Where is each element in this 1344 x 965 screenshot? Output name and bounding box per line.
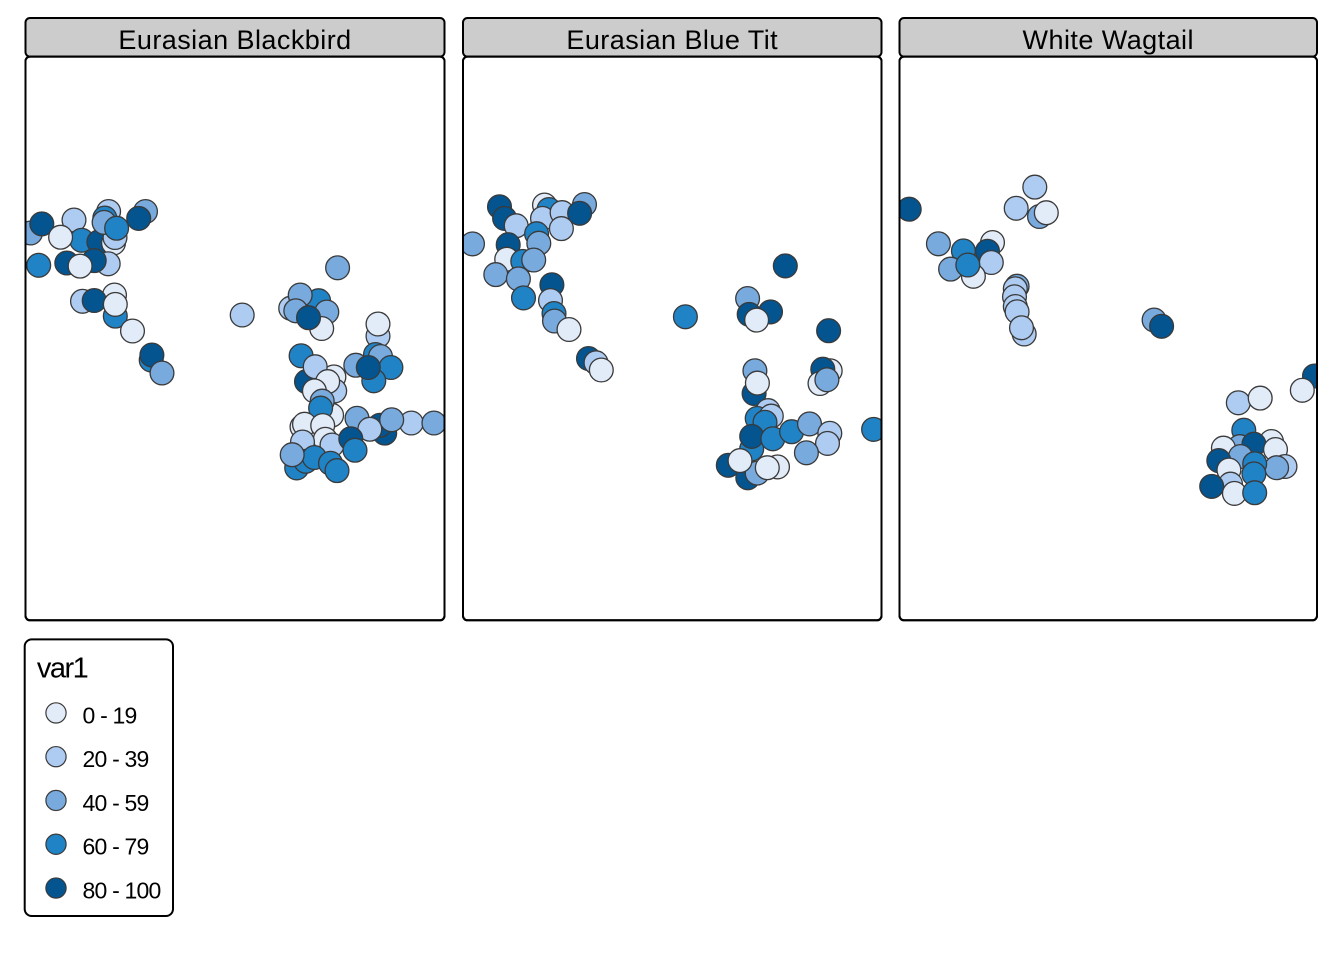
svg-text:60 - 79: 60 - 79	[83, 834, 149, 860]
svg-text:Eurasian Blue Tit: Eurasian Blue Tit	[566, 25, 778, 55]
svg-text:Eurasian Blackbird: Eurasian Blackbird	[118, 25, 351, 55]
svg-text:0 - 19: 0 - 19	[83, 702, 137, 728]
svg-text:40 - 59: 40 - 59	[83, 790, 149, 816]
svg-text:20 - 39: 20 - 39	[83, 746, 149, 772]
svg-text:80 - 100: 80 - 100	[83, 877, 161, 903]
svg-text:var1: var1	[37, 653, 88, 685]
svg-text:White Wagtail: White Wagtail	[1023, 25, 1194, 55]
